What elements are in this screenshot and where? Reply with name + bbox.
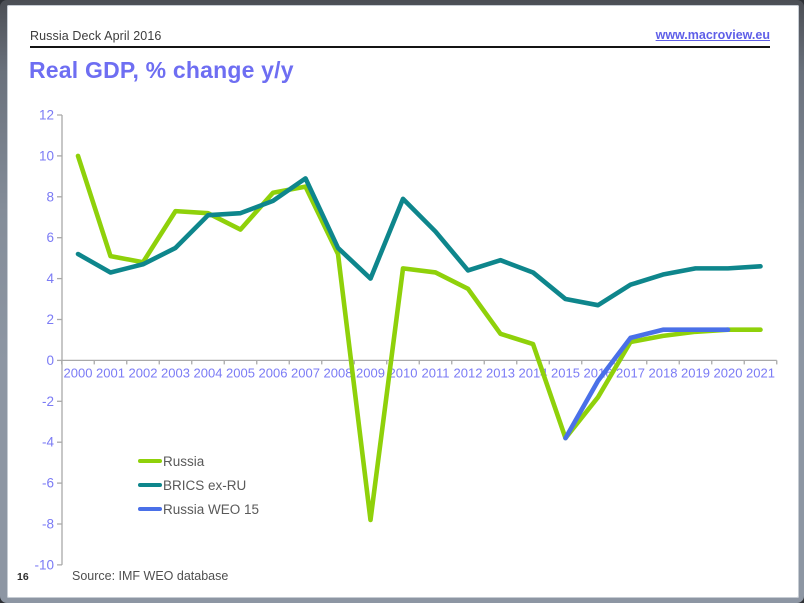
macroview-link[interactable]: www.macroview.eu	[655, 28, 770, 42]
page-title: Real GDP, % change y/y	[29, 57, 294, 83]
legend-swatch-brics-icon	[138, 482, 162, 488]
chart-legend: Russia BRICS ex-RU Russia WEO 15	[138, 449, 259, 521]
slide-page	[7, 5, 799, 598]
legend-label-weo15: Russia WEO 15	[163, 501, 260, 517]
source-note: Source: IMF WEO database	[72, 569, 229, 583]
header-divider	[30, 46, 770, 48]
legend-item-weo15: Russia WEO 15	[138, 497, 259, 521]
deck-title-text: Russia Deck April 2016	[30, 29, 162, 43]
legend-item-russia: Russia	[138, 449, 259, 473]
legend-label-brics: BRICS ex-RU	[163, 477, 247, 493]
legend-label-russia: Russia	[163, 453, 205, 469]
legend-swatch-weo15-icon	[138, 506, 162, 512]
page-number: 16	[17, 571, 29, 583]
legend-item-brics: BRICS ex-RU	[138, 473, 259, 497]
legend-swatch-russia-icon	[138, 458, 162, 464]
